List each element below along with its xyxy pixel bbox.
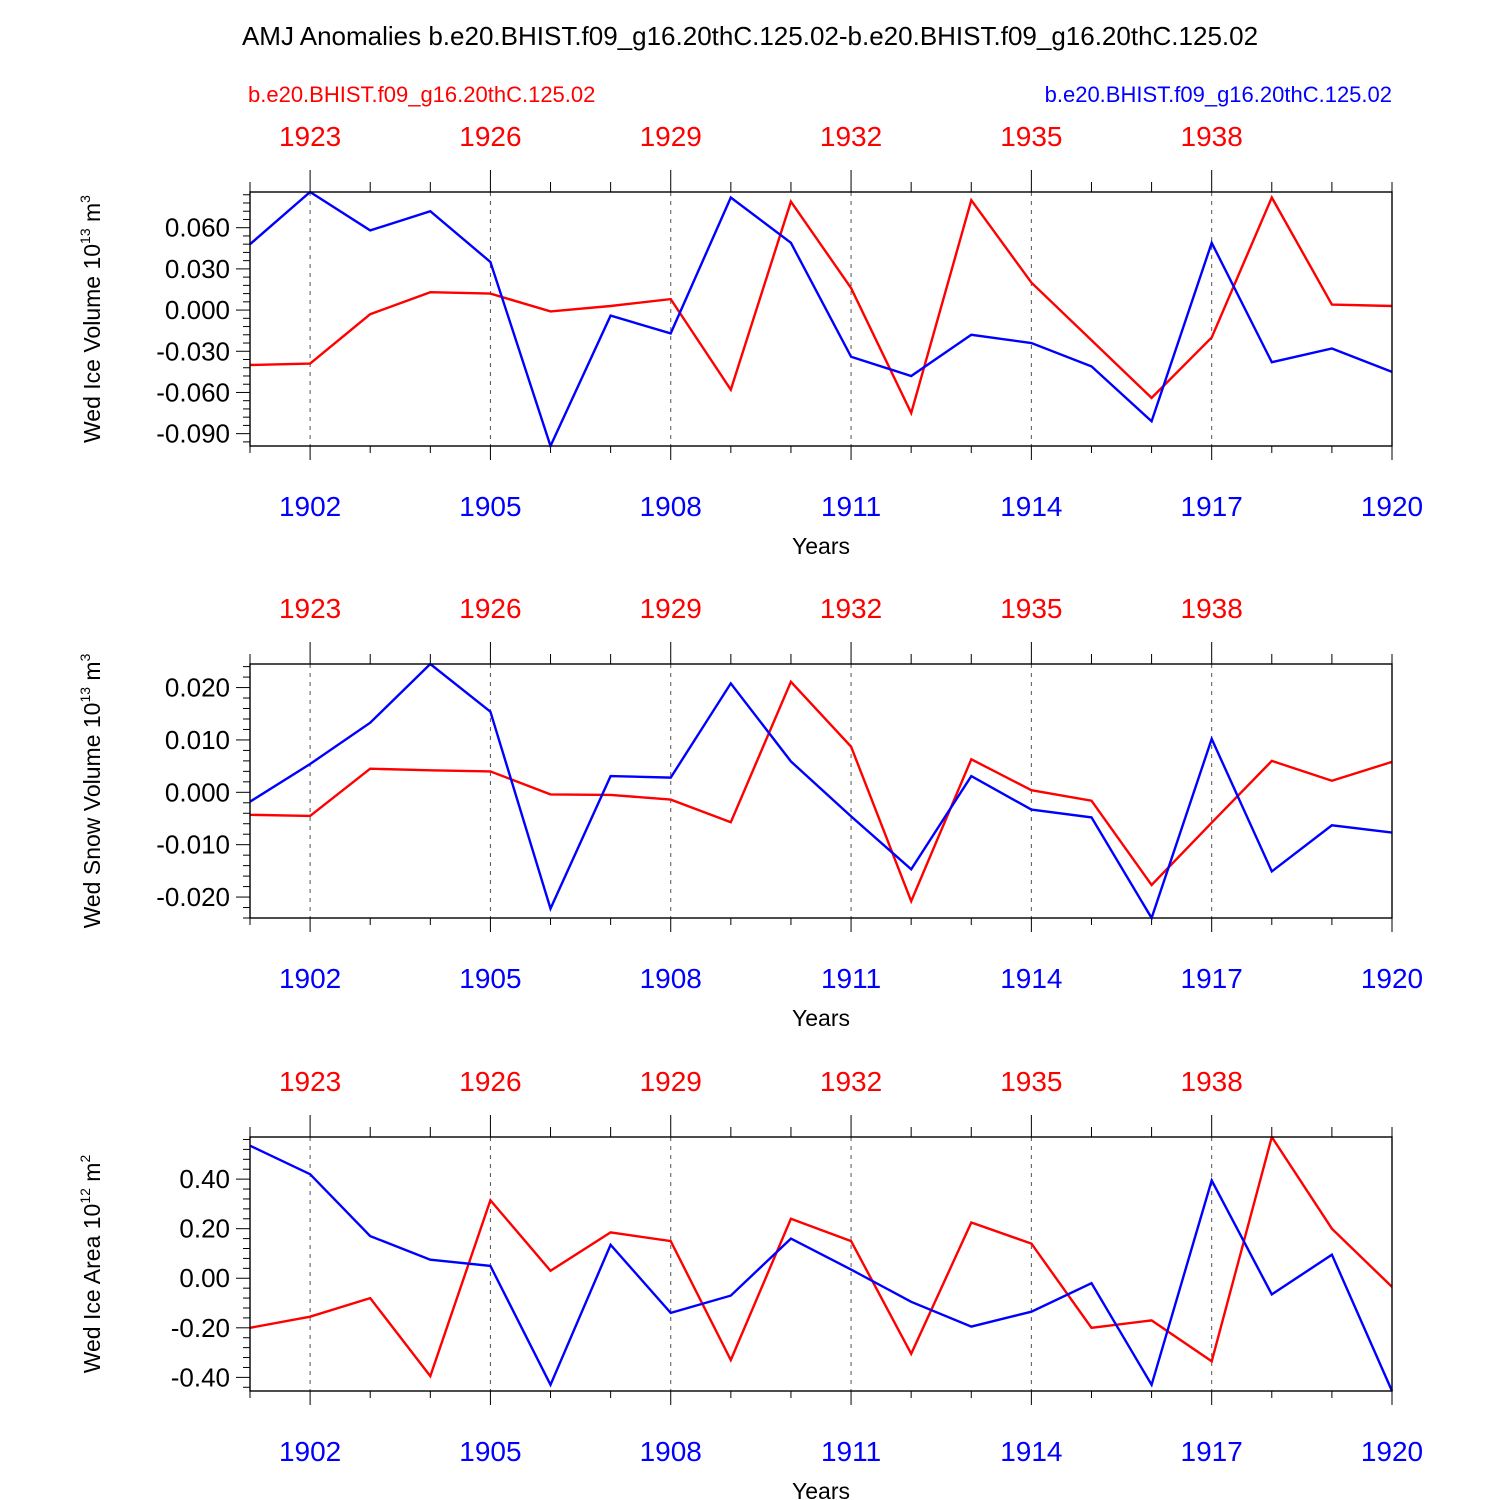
y-axis-label-part: Wed Snow Volume 10	[79, 703, 105, 929]
y-tick-label: -0.090	[156, 419, 230, 449]
y-tick-label: -0.20	[171, 1313, 230, 1343]
x-tick-label-bottom: 1902	[279, 1436, 341, 1467]
x-tick-label-top: 1935	[1000, 121, 1062, 152]
x-tick-label-top: 1938	[1181, 1066, 1243, 1097]
legend-left-label: b.e20.BHIST.f09_g16.20thC.125.02	[248, 82, 595, 107]
y-axis-label-part: m	[79, 1163, 105, 1189]
x-tick-label-top: 1932	[820, 121, 882, 152]
series-line-red	[249, 1134, 1393, 1379]
series-line-red	[249, 679, 1393, 905]
y-tick-label: 0.060	[165, 213, 230, 243]
x-tick-label-top: 1923	[279, 1066, 341, 1097]
x-tick-label-top: 1923	[279, 593, 341, 624]
y-axis-label: Wed Ice Area 1012 m2	[77, 1155, 105, 1374]
x-tick-label-top: 1938	[1181, 593, 1243, 624]
x-tick-label-bottom: 1902	[279, 963, 341, 994]
y-tick-label: 0.020	[165, 673, 230, 703]
x-tick-label-bottom: 1905	[459, 1436, 521, 1467]
plot-frame	[249, 1136, 1393, 1392]
x-tick-label-top: 1923	[279, 121, 341, 152]
y-axis-label-superscript: 2	[77, 1155, 93, 1163]
x-tick-label-bottom: 1914	[1000, 491, 1062, 522]
x-tick-label-bottom: 1911	[821, 491, 881, 522]
x-tick-label-bottom: 1911	[821, 1436, 881, 1467]
panel-2: 1902 1905 1908 1911 1914 1917 1920 1923 1926 1929…	[77, 593, 1423, 1031]
x-tick-label-top: 1932	[820, 1066, 882, 1097]
y-axis-label: Wed Snow Volume 1013 m3	[77, 653, 105, 928]
y-axis-label: Wed Ice Volume 1013 m3	[77, 195, 105, 443]
panel-3: 1902 1905 1908 1911 1914 1917 1920 1923 1926 1929…	[77, 1066, 1423, 1500]
x-axis-label: Years	[792, 1478, 850, 1500]
legend-right-label: b.e20.BHIST.f09_g16.20thC.125.02	[1045, 82, 1392, 107]
y-axis-label-superscript: 3	[77, 653, 93, 661]
x-tick-label-top: 1932	[820, 593, 882, 624]
y-axis-label-superscript: 13	[77, 687, 93, 703]
y-axis-label-part: Wed Ice Area 10	[79, 1204, 105, 1374]
x-tick-label-top: 1935	[1000, 1066, 1062, 1097]
y-axis-label-part: Wed Ice Volume 10	[79, 244, 105, 443]
y-tick-label: 0.010	[165, 725, 230, 755]
y-tick-label: -0.40	[171, 1362, 230, 1392]
chart-title: AMJ Anomalies b.e20.BHIST.f09_g16.20thC.…	[242, 21, 1258, 51]
x-tick-label-bottom: 1905	[459, 491, 521, 522]
x-tick-label-top: 1929	[640, 593, 702, 624]
x-tick-label-bottom: 1908	[640, 1436, 702, 1467]
x-tick-label-bottom: 1914	[1000, 1436, 1062, 1467]
y-axis-label-part: m	[79, 203, 105, 229]
x-tick-label-bottom: 1917	[1181, 963, 1243, 994]
y-tick-label: -0.020	[156, 882, 230, 912]
x-tick-label-bottom: 1911	[821, 963, 881, 994]
x-tick-label-bottom: 1902	[279, 491, 341, 522]
x-tick-label-bottom: 1920	[1361, 491, 1423, 522]
plot-frame	[249, 191, 1393, 447]
x-tick-label-bottom: 1920	[1361, 963, 1423, 994]
y-tick-label: 0.000	[165, 295, 230, 325]
y-tick-label: 0.000	[165, 777, 230, 807]
x-tick-label-bottom: 1920	[1361, 1436, 1423, 1467]
x-tick-label-top: 1929	[640, 1066, 702, 1097]
series-line-blue	[249, 662, 1393, 921]
x-tick-label-bottom: 1905	[459, 963, 521, 994]
y-axis-label-superscript: 13	[77, 228, 93, 244]
x-axis-label: Years	[792, 1005, 850, 1031]
x-tick-label-bottom: 1908	[640, 491, 702, 522]
series-line-blue	[249, 1144, 1394, 1392]
x-tick-label-top: 1929	[640, 121, 702, 152]
y-tick-label: 0.00	[179, 1263, 230, 1293]
x-tick-label-top: 1926	[459, 1066, 521, 1097]
series-line-blue	[249, 190, 1393, 450]
x-tick-label-bottom: 1917	[1181, 491, 1243, 522]
y-tick-label: 0.40	[179, 1164, 230, 1194]
y-tick-label: -0.060	[156, 377, 230, 407]
x-tick-label-top: 1926	[459, 593, 521, 624]
y-axis-label-superscript: 12	[77, 1188, 93, 1204]
y-axis-label-part: m	[79, 661, 105, 687]
x-tick-label-top: 1938	[1181, 121, 1243, 152]
series-line-red	[249, 194, 1393, 417]
y-tick-label: 0.030	[165, 254, 230, 284]
plot-frame	[249, 663, 1393, 919]
y-tick-label: -0.030	[156, 336, 230, 366]
y-tick-label: -0.010	[156, 830, 230, 860]
y-tick-label: 0.20	[179, 1214, 230, 1244]
panel-1: 1902 1905 1908 1911 1914 1917 1920 1923 1926 1929…	[77, 121, 1423, 559]
x-tick-label-bottom: 1908	[640, 963, 702, 994]
x-axis-label: Years	[792, 533, 850, 559]
x-tick-label-top: 1935	[1000, 593, 1062, 624]
x-tick-label-top: 1926	[459, 121, 521, 152]
chart-panels: 1902 1905 1908 1911 1914 1917 1920 1923 1926 1929…	[77, 121, 1423, 1500]
y-axis-label-superscript: 3	[77, 195, 93, 203]
x-tick-label-bottom: 1914	[1000, 963, 1062, 994]
x-tick-label-bottom: 1917	[1181, 1436, 1243, 1467]
